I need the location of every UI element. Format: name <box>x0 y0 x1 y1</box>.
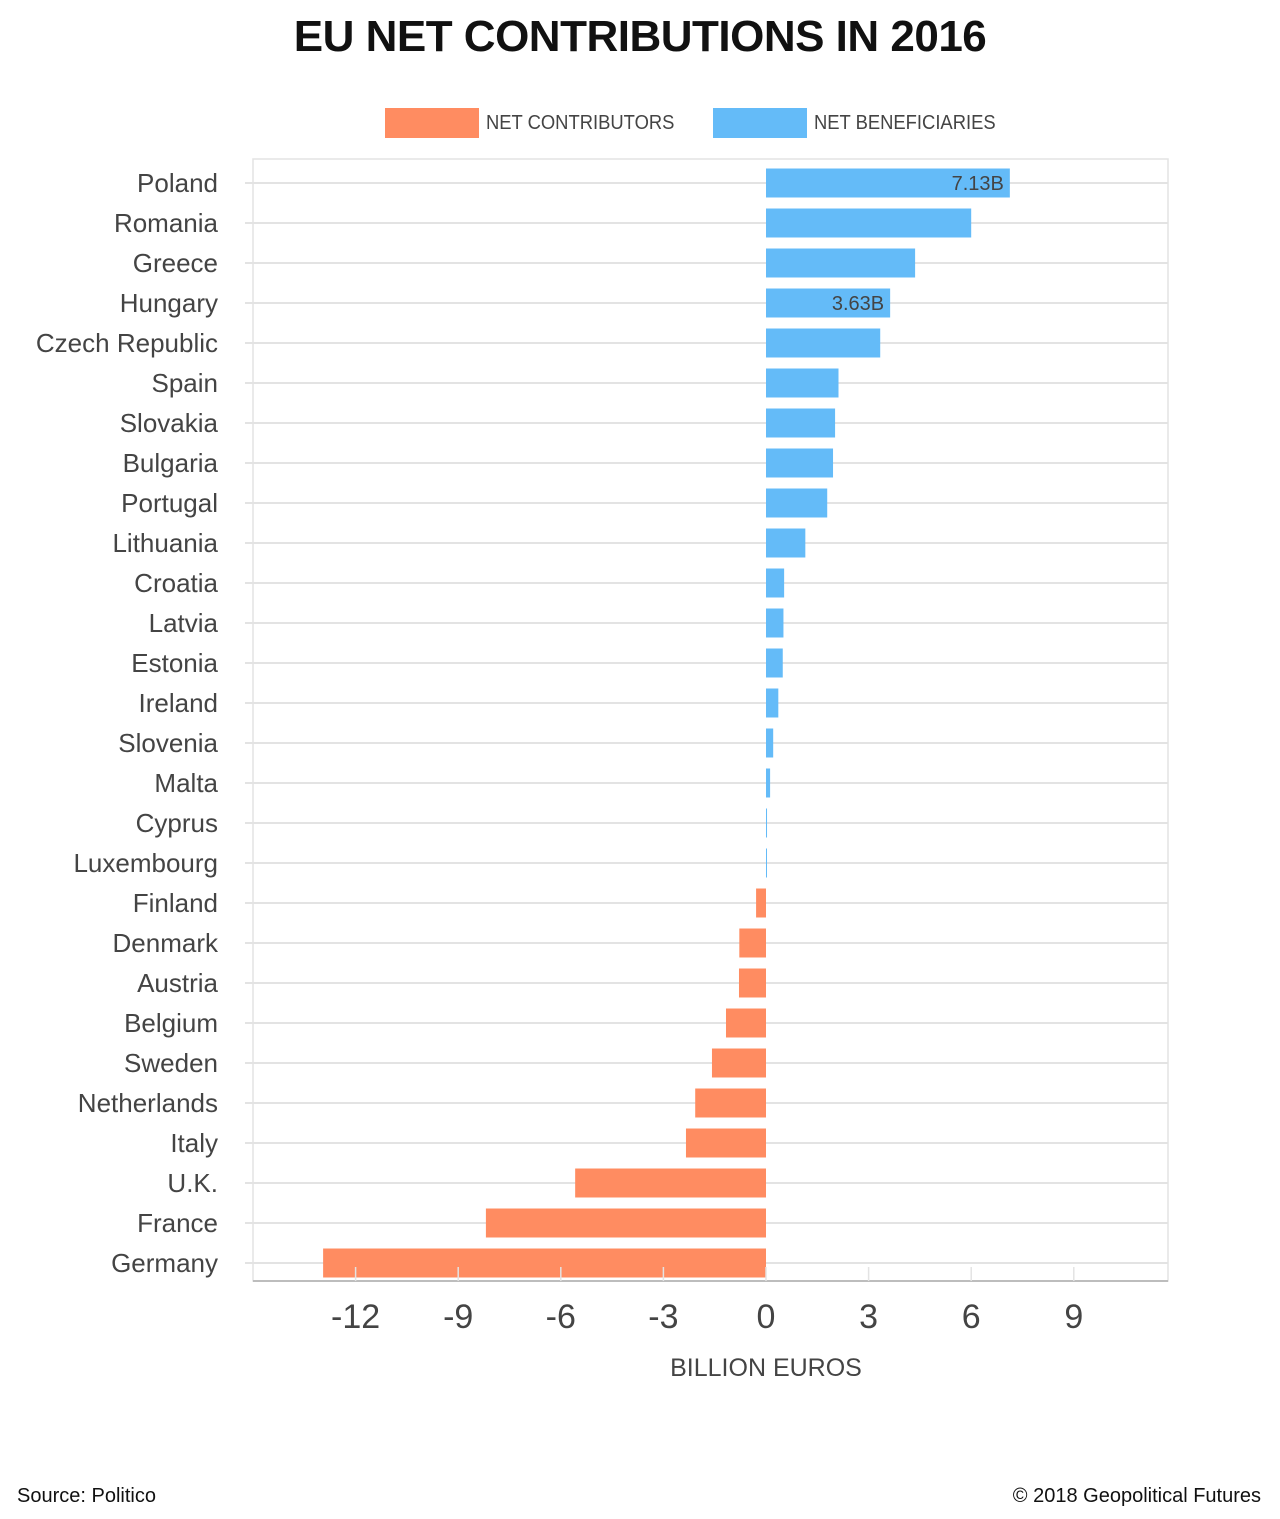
category-label: Finland <box>133 888 218 918</box>
category-label: Sweden <box>124 1048 218 1078</box>
bar-cyprus <box>766 808 768 838</box>
x-tick-label: 6 <box>962 1298 981 1336</box>
category-label: Slovenia <box>118 728 218 758</box>
legend-label-contributors: NET CONTRIBUTORS <box>486 111 675 134</box>
bar-slovakia <box>766 408 836 438</box>
bar-germany <box>323 1248 766 1278</box>
x-tick-label: 3 <box>859 1298 878 1336</box>
category-label: Slovakia <box>120 408 219 438</box>
x-tick-label: -9 <box>443 1298 473 1336</box>
copyright-note: © 2018 Geopolitical Futures <box>1012 1485 1261 1507</box>
bar-denmark <box>739 928 766 958</box>
x-tick-label: -12 <box>331 1298 380 1336</box>
bar-netherlands <box>695 1088 766 1118</box>
category-label: Bulgaria <box>123 448 219 478</box>
bar-spain <box>766 368 839 398</box>
legend: NET CONTRIBUTORS NET BENEFICIARIES <box>385 108 1033 138</box>
bar-ireland <box>766 688 779 718</box>
bar-portugal <box>766 488 828 518</box>
category-label: Spain <box>152 368 219 398</box>
bar-greece <box>766 248 916 278</box>
category-label: Italy <box>170 1128 218 1158</box>
bar-finland <box>756 888 766 918</box>
category-label: Hungary <box>120 288 218 318</box>
legend-swatch-contributors <box>385 108 479 138</box>
bar-lithuania <box>766 528 806 558</box>
bar-bulgaria <box>766 448 834 478</box>
category-label: Croatia <box>134 568 218 598</box>
category-label: Austria <box>137 968 218 998</box>
category-label: Ireland <box>139 688 219 718</box>
category-label: Malta <box>154 768 218 798</box>
data-label: 3.63B <box>832 293 884 315</box>
category-label: Cyprus <box>136 808 218 838</box>
bar-poland <box>766 168 1010 198</box>
bar-sweden <box>711 1048 766 1078</box>
bar-latvia <box>766 608 784 638</box>
category-label: Lithuania <box>112 528 218 558</box>
category-label: Portugal <box>121 488 218 518</box>
category-label: Greece <box>133 248 218 278</box>
category-label: Germany <box>111 1248 218 1278</box>
category-label: Czech Republic <box>36 328 218 358</box>
bar-croatia <box>766 568 785 598</box>
category-label: Belgium <box>124 1008 218 1038</box>
category-label: U.K. <box>167 1168 218 1198</box>
bar-france <box>485 1208 766 1238</box>
x-tick-label: 9 <box>1064 1298 1083 1336</box>
chart-title: EU NET CONTRIBUTIONS IN 2016 <box>293 12 987 61</box>
x-tick-label: -3 <box>648 1298 678 1336</box>
bar-luxembourg <box>766 848 767 878</box>
bar-austria <box>738 968 766 998</box>
x-tick-label: -6 <box>546 1298 576 1336</box>
bar-u-k <box>575 1168 766 1198</box>
x-axis-title: BILLION EUROS <box>670 1354 862 1382</box>
x-tick-label: 0 <box>757 1298 776 1336</box>
category-label: Latvia <box>149 608 219 638</box>
bar-slovenia <box>766 728 774 758</box>
category-label: France <box>137 1208 218 1238</box>
category-label: Romania <box>114 208 219 238</box>
bar-czech-republic <box>766 328 881 358</box>
category-label: Poland <box>137 168 218 198</box>
bar-hungary <box>766 288 891 318</box>
source-note: Source: Politico <box>17 1485 156 1507</box>
data-label: 7.13B <box>952 173 1004 195</box>
bar-malta <box>766 768 771 798</box>
bar-belgium <box>725 1008 766 1038</box>
category-label: Netherlands <box>78 1088 218 1118</box>
legend-swatch-beneficiaries <box>712 108 807 138</box>
category-label: Denmark <box>113 928 219 958</box>
legend-label-beneficiaries: NET BENEFICIARIES <box>813 111 996 134</box>
category-label: Estonia <box>131 648 218 678</box>
bar-romania <box>766 208 972 238</box>
bar-estonia <box>766 648 783 678</box>
bar-italy <box>685 1128 766 1158</box>
category-label: Luxembourg <box>73 848 218 878</box>
